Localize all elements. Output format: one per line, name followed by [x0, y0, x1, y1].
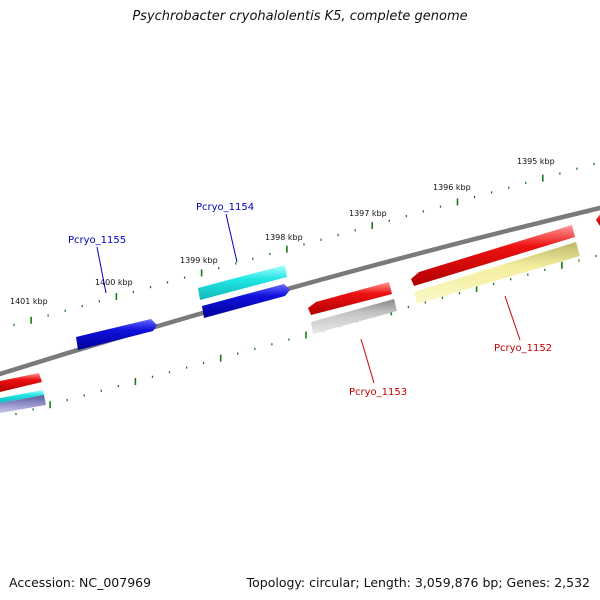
- page-title: Psychrobacter cryohalolentis K5, complet…: [132, 9, 468, 24]
- gene-block-pcryo-1154[interactable]: [198, 265, 287, 300]
- gene-arrow-pcryo-1155[interactable]: [76, 319, 157, 350]
- accession-text: Accession: NC_007969: [9, 575, 152, 590]
- topology-summary: Topology: circular; Length: 3,059,876 bp…: [246, 575, 590, 590]
- gene-arrow-right-red[interactable]: [596, 214, 600, 226]
- gene-block-left-purple[interactable]: [0, 395, 46, 413]
- scale-label-1398: 1398 kbp: [265, 233, 303, 242]
- gene-label-pcryo-1153[interactable]: Pcryo_1153: [349, 387, 407, 398]
- gene-arrow-pcryo-1153[interactable]: [308, 282, 392, 315]
- scale-ticks-upper: [13, 162, 595, 327]
- gene-label-pcryo-1152[interactable]: Pcryo_1152: [494, 343, 552, 354]
- scale-label-1401: 1401 kbp: [10, 297, 48, 306]
- gene-block-pcryo-1153-partner[interactable]: [311, 299, 397, 334]
- scale-label-1400: 1400 kbp: [95, 278, 133, 287]
- leader-line-pcryo-1155: [96, 246, 107, 294]
- gene-block-pcryo-1152-partner[interactable]: [414, 242, 580, 304]
- scale-label-1396: 1396 kbp: [433, 183, 471, 192]
- gene-label-pcryo-1155[interactable]: Pcryo_1155: [68, 235, 126, 246]
- scale-label-1395: 1395 kbp: [517, 157, 555, 166]
- gene-arrow-pcryo-1154-partner[interactable]: [202, 284, 290, 318]
- gene-arrow-left-red[interactable]: [0, 373, 42, 392]
- leader-line-pcryo-1154: [225, 213, 238, 263]
- leader-line-pcryo-1153: [360, 338, 375, 384]
- scale-label-1399: 1399 kbp: [180, 256, 218, 265]
- scale-label-1397: 1397 kbp: [349, 209, 387, 218]
- gene-block-left-cyan[interactable]: [0, 390, 44, 403]
- gene-label-pcryo-1154[interactable]: Pcryo_1154: [196, 202, 254, 213]
- gene-arrow-pcryo-1152[interactable]: [411, 225, 575, 286]
- leader-line-pcryo-1152: [504, 295, 521, 341]
